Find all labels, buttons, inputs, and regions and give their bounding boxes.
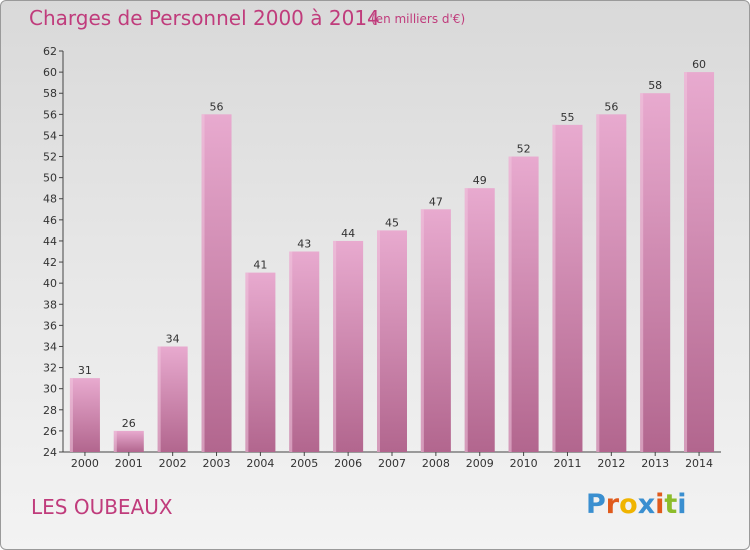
bar-highlight-2000	[69, 378, 73, 452]
bar-highlight-2006	[333, 240, 337, 452]
y-tick-label-58: 58	[43, 87, 57, 100]
x-tick-label-2007: 2007	[378, 457, 406, 470]
y-tick-label-32: 32	[43, 362, 57, 375]
bar-2005	[289, 251, 320, 452]
x-tick-label-2011: 2011	[553, 457, 581, 470]
bar-highlight-2001	[113, 430, 117, 452]
chart-unit: (en milliers d'€)	[371, 12, 466, 26]
bar-highlight-2008	[420, 209, 424, 452]
logo-letter: i	[677, 489, 687, 520]
proxiti-logo[interactable]: Proxiti	[586, 489, 687, 520]
logo-letter: P	[586, 489, 606, 520]
bar-2009	[464, 188, 495, 452]
bar-highlight-2007	[377, 230, 380, 452]
bar-2011	[552, 124, 583, 453]
x-tick-label-2001: 2001	[115, 457, 143, 470]
bar-2002	[157, 346, 188, 452]
y-tick-label-42: 42	[43, 256, 57, 269]
bar-2007	[377, 230, 407, 452]
bar-2001	[113, 430, 144, 452]
data-label-2003: 56	[210, 100, 224, 113]
data-label-2004: 41	[253, 259, 267, 272]
bar-2014	[684, 72, 715, 453]
chart-title: Charges de Personnel 2000 à 2014	[29, 6, 380, 30]
y-tick-label-62: 62	[43, 45, 57, 58]
y-tick-label-28: 28	[43, 404, 57, 417]
y-tick-label-48: 48	[43, 193, 57, 206]
y-tick-label-24: 24	[43, 446, 57, 459]
y-tick-label-44: 44	[43, 235, 57, 248]
y-tick-label-38: 38	[43, 298, 57, 311]
data-label-2000: 31	[78, 364, 92, 377]
x-tick-label-2012: 2012	[597, 457, 625, 470]
bar-highlight-2002	[157, 346, 161, 452]
x-tick-label-2002: 2002	[159, 457, 187, 470]
y-tick-label-30: 30	[43, 383, 57, 396]
data-label-2010: 52	[517, 143, 531, 156]
y-tick-label-46: 46	[43, 214, 57, 227]
data-label-2009: 49	[473, 174, 487, 187]
y-tick-label-52: 52	[43, 151, 57, 164]
y-tick-label-60: 60	[43, 66, 57, 79]
y-tick-label-36: 36	[43, 319, 57, 332]
bar-highlight-2012	[596, 114, 600, 452]
x-tick-label-2003: 2003	[203, 457, 231, 470]
y-tick-label-56: 56	[43, 108, 57, 121]
bar-highlight-2009	[464, 188, 468, 452]
x-tick-label-2005: 2005	[290, 457, 318, 470]
bar-highlight-2004	[245, 272, 249, 452]
bar-2013	[640, 93, 671, 453]
commune-name: LES OUBEAUX	[31, 495, 173, 519]
y-tick-label-26: 26	[43, 425, 57, 438]
x-tick-label-2000: 2000	[71, 457, 99, 470]
x-tick-label-2014: 2014	[685, 457, 713, 470]
bar-highlight-2010	[508, 156, 512, 453]
bar-2008	[420, 209, 451, 452]
bar-2012	[596, 114, 627, 452]
logo-letter: o	[619, 489, 638, 520]
bar-highlight-2011	[552, 124, 556, 453]
bar-highlight-2014	[684, 72, 688, 453]
x-tick-label-2006: 2006	[334, 457, 362, 470]
x-tick-label-2010: 2010	[510, 457, 538, 470]
data-label-2006: 44	[341, 227, 355, 240]
data-label-2007: 45	[385, 216, 399, 229]
bar-highlight-2013	[640, 93, 644, 453]
data-label-2008: 47	[429, 195, 443, 208]
bar-2006	[333, 240, 364, 452]
y-tick-label-50: 50	[43, 172, 57, 185]
y-tick-label-34: 34	[43, 340, 57, 353]
bar-2004	[245, 272, 276, 452]
bar-2010	[508, 156, 539, 453]
logo-letter: i	[655, 489, 665, 520]
bar-2000	[69, 378, 100, 452]
x-tick-label-2009: 2009	[466, 457, 494, 470]
data-label-2001: 26	[122, 417, 136, 430]
logo-letter: r	[605, 489, 620, 520]
x-tick-label-2008: 2008	[422, 457, 450, 470]
data-label-2014: 60	[692, 58, 706, 71]
bar-2003	[201, 114, 232, 452]
logo-letter: t	[664, 489, 678, 520]
data-label-2013: 58	[648, 79, 662, 92]
data-label-2002: 34	[166, 332, 180, 345]
data-label-2005: 43	[297, 238, 311, 251]
x-tick-label-2013: 2013	[641, 457, 669, 470]
logo-letter: x	[637, 489, 656, 520]
x-tick-label-2004: 2004	[246, 457, 274, 470]
y-tick-label-54: 54	[43, 129, 57, 142]
data-label-2012: 56	[604, 100, 618, 113]
bar-highlight-2005	[289, 251, 293, 452]
data-label-2011: 55	[560, 111, 574, 124]
y-tick-label-40: 40	[43, 277, 57, 290]
bar-highlight-2003	[201, 114, 205, 452]
